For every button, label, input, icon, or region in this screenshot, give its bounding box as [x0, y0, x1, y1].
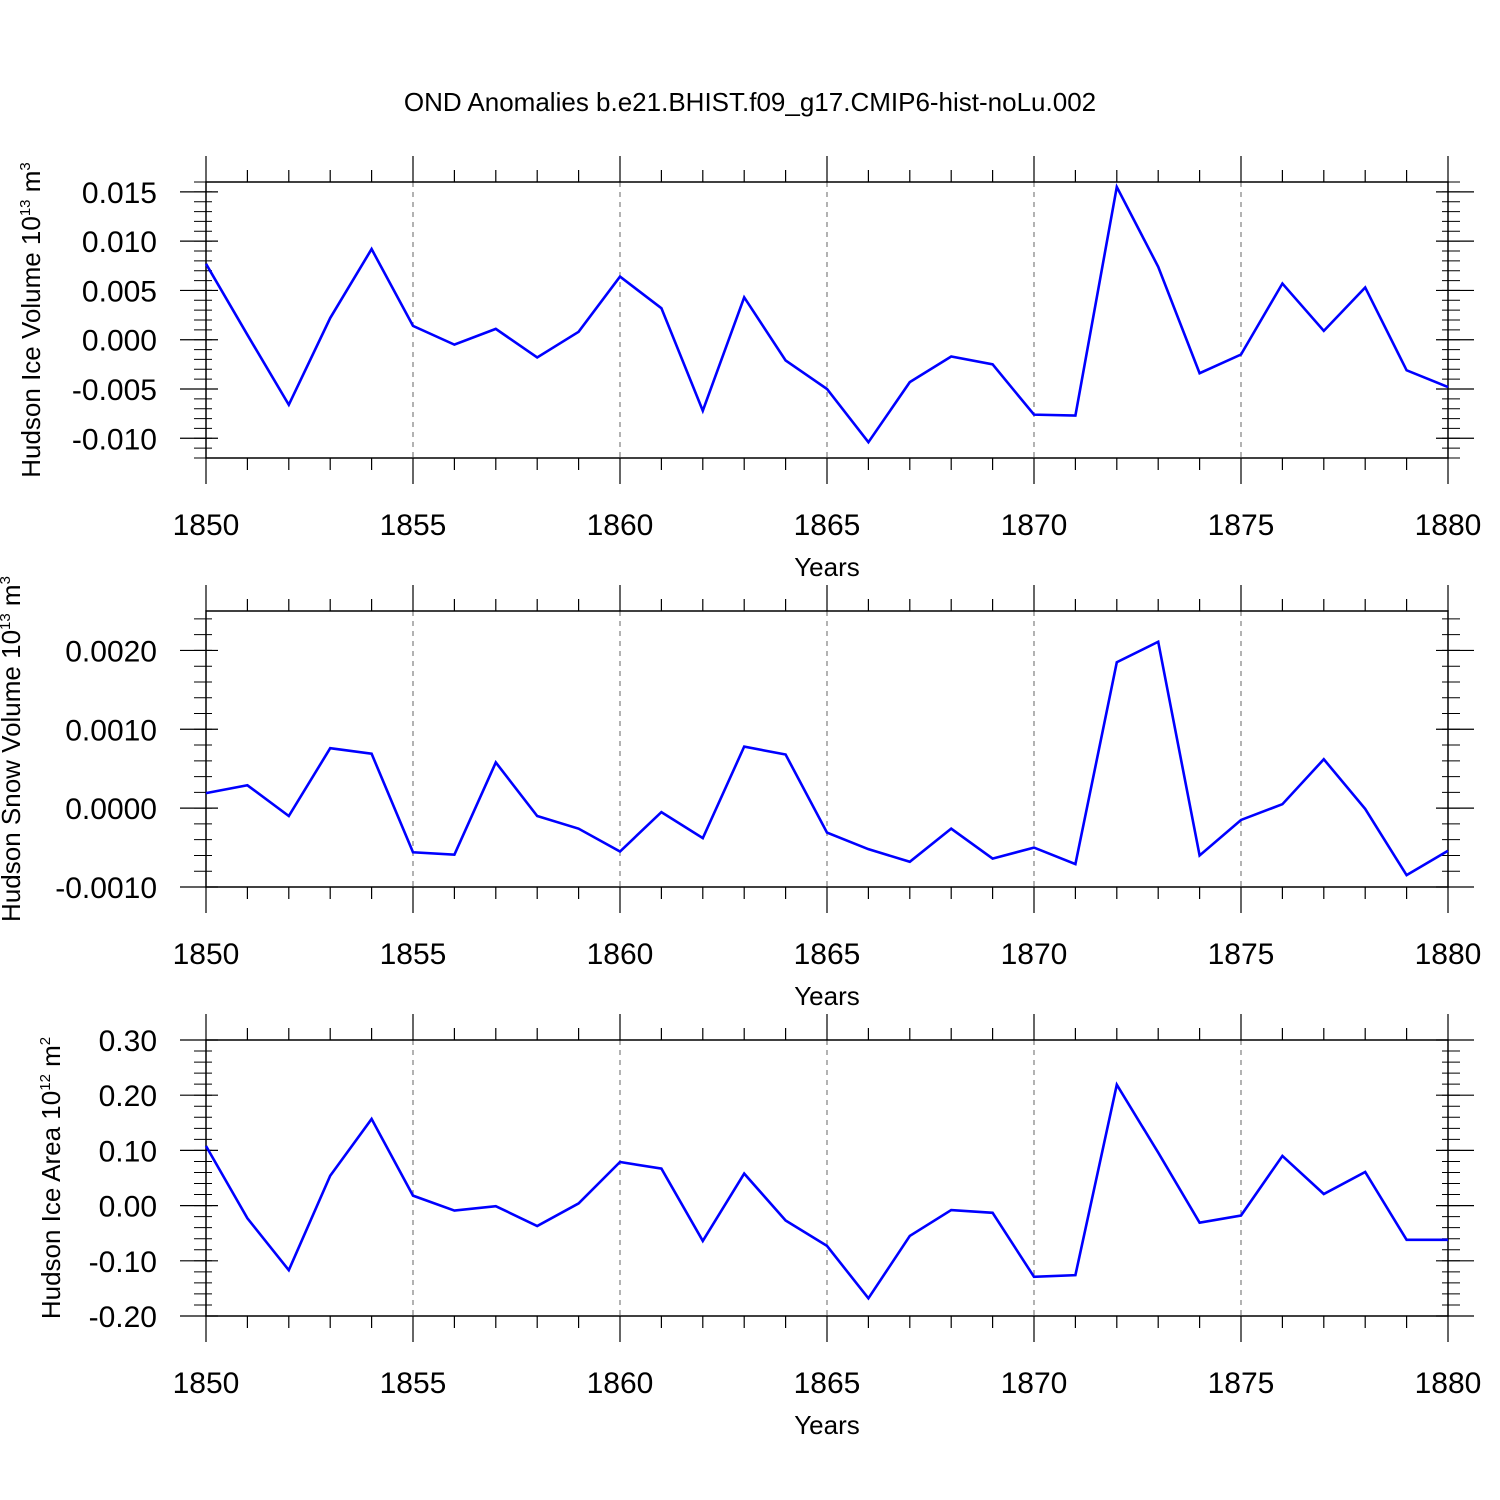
- y-tick-label: 0.30: [99, 1025, 157, 1058]
- y-tick-label: -0.10: [89, 1246, 157, 1279]
- y-tick-label: 0.20: [99, 1080, 157, 1113]
- x-tick-label: 1855: [380, 938, 447, 971]
- x-tick-label: 1880: [1415, 1367, 1482, 1400]
- y-axis-label-text: Hudson Ice Volume 10: [16, 216, 46, 478]
- y-tick-label: -0.0010: [55, 872, 157, 905]
- x-tick-label: 1875: [1208, 509, 1275, 542]
- chart-panel-1: -0.010 -0.005 0.000 0.005 0.010 0.015 1850 1855…: [16, 156, 1481, 582]
- y-tick-label: 0.010: [82, 226, 157, 259]
- y-axis-label-text: Hudson Ice Area 10: [36, 1091, 66, 1319]
- y-axis-label: Hudson Snow Volume 1013 m3: [0, 576, 26, 922]
- chart-title: OND Anomalies b.e21.BHIST.f09_g17.CMIP6-…: [404, 87, 1096, 117]
- x-tick-label: 1880: [1415, 938, 1482, 971]
- x-tick-label: 1870: [1001, 509, 1068, 542]
- x-axis-label: Years: [794, 1410, 860, 1440]
- y-tick-label: 0.005: [82, 275, 157, 308]
- y-tick-label: 0.10: [99, 1135, 157, 1168]
- y-tick-label: 0.0020: [65, 635, 157, 668]
- y-axis-label-exponent: 13: [17, 199, 34, 216]
- x-tick-label: 1855: [380, 509, 447, 542]
- x-tick-label: 1855: [380, 1367, 447, 1400]
- y-axis-label-unit-exponent: 3: [0, 576, 14, 584]
- x-tick-label: 1860: [587, 509, 654, 542]
- series-line: [204, 182, 1449, 445]
- x-tick-label: 1875: [1208, 938, 1275, 971]
- x-axis-label: Years: [794, 552, 860, 582]
- chart-panel-2: -0.0010 0.0000 0.0010 0.0020 1850 1855 1860 186…: [0, 576, 1481, 1011]
- y-axis-label-unit: m: [16, 171, 46, 200]
- y-axis-label-exponent: 13: [0, 613, 14, 630]
- plot-frame: [205, 1039, 1449, 1317]
- series-line: [204, 1081, 1448, 1301]
- y-axis-label-unit: m: [0, 584, 26, 613]
- y-axis-label-exponent: 12: [37, 1074, 54, 1091]
- x-tick-label: 1850: [173, 938, 240, 971]
- y-axis-label: Hudson Ice Volume 1013 m3: [16, 162, 46, 478]
- x-tick-label: 1865: [794, 509, 861, 542]
- plot-frame: [205, 610, 1449, 888]
- y-tick-label: 0.000: [82, 325, 157, 358]
- x-tick-label: 1880: [1415, 509, 1482, 542]
- x-tick-label: 1870: [1001, 1367, 1068, 1400]
- y-axis-label-text: Hudson Snow Volume 10: [0, 630, 26, 922]
- y-tick-label: -0.20: [89, 1301, 157, 1334]
- plot-frame: [205, 181, 1449, 459]
- y-tick-label: 0.0000: [65, 793, 157, 826]
- x-axis-label: Years: [794, 981, 860, 1011]
- series-line: [205, 639, 1449, 877]
- y-tick-label: -0.010: [72, 423, 157, 456]
- y-axis-label: Hudson Ice Area 1012 m2: [36, 1037, 66, 1319]
- x-tick-label: 1875: [1208, 1367, 1275, 1400]
- y-axis-label-unit-exponent: 3: [17, 162, 34, 170]
- y-tick-label: -0.005: [72, 374, 157, 407]
- x-tick-label: 1860: [587, 1367, 654, 1400]
- y-axis-label-unit-exponent: 2: [37, 1037, 54, 1045]
- x-tick-label: 1870: [1001, 938, 1068, 971]
- x-tick-label: 1850: [173, 1367, 240, 1400]
- y-axis-label-unit: m: [36, 1045, 66, 1074]
- x-tick-label: 1865: [794, 1367, 861, 1400]
- y-tick-label: 0.00: [99, 1191, 157, 1224]
- chart-panel-3: -0.20 -0.10 0.00 0.10 0.20 0.30 1850 1855 1860 18…: [36, 1014, 1481, 1440]
- x-tick-label: 1850: [173, 509, 240, 542]
- x-tick-label: 1865: [794, 938, 861, 971]
- y-tick-label: 0.0010: [65, 714, 157, 747]
- x-tick-label: 1860: [587, 938, 654, 971]
- y-tick-label: 0.015: [82, 177, 157, 210]
